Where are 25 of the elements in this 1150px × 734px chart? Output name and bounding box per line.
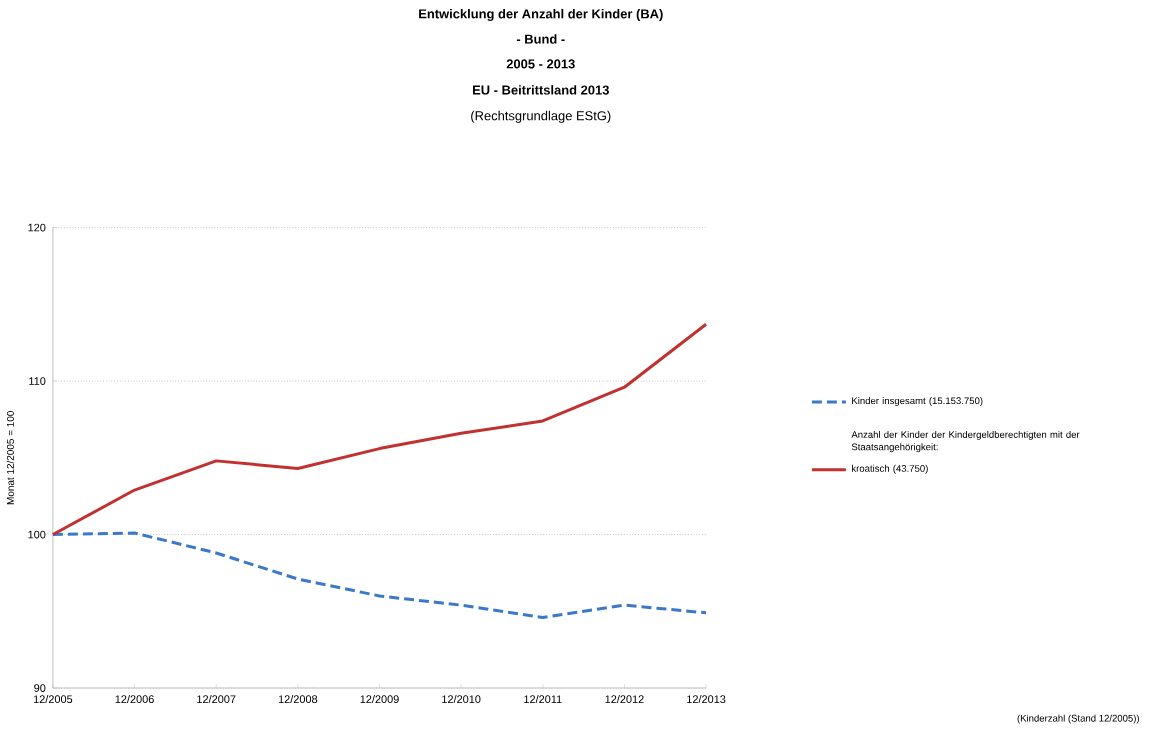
chart-title: Entwicklung der Anzahl der Kinder (BA) (419, 8, 663, 21)
y-tick-label: 110 (29, 377, 46, 385)
x-tick-label: 12/2006 (115, 695, 154, 704)
x-tick-label: 12/2007 (197, 695, 236, 704)
line-series (51, 531, 708, 619)
x-tick-label: 12/2008 (278, 695, 318, 704)
x-tick-label: 12/2009 (360, 695, 399, 704)
text: EU - Beitrittsland 2013 (473, 85, 609, 95)
x-tick-label: 12/2010 (442, 695, 481, 704)
text: 2005 - 2013 (506, 59, 575, 69)
x-tick-label: 12/2012 (605, 695, 644, 704)
text: (Kinderzahl (Stand 12/2005)) (1017, 714, 1140, 724)
y-tick-label: 100 (28, 530, 46, 539)
chart-subtitle: - Bund - (516, 34, 565, 44)
line-series (51, 322, 708, 537)
legend-label: Kinder insgesamt (15.153.750) (852, 397, 983, 406)
text: (Rechtsgrundlage EStG) (471, 110, 611, 123)
y-tick-label: 120 (28, 223, 46, 232)
y-tick-label: 90 (34, 684, 46, 692)
x-tick-label: 12/2005 (33, 695, 73, 704)
text: Anzahl der Kinder der Kindergeldberechtigten mit der Staatsangehörigkeit: (851, 430, 1080, 453)
x-tick-label: 12/2011 (524, 695, 562, 704)
y-axis-title: Monat 12/2005 = 100 (6, 411, 14, 505)
legend-label: kroatisch (43.750) (852, 464, 928, 474)
x-tick-label: 12/2013 (687, 695, 726, 704)
